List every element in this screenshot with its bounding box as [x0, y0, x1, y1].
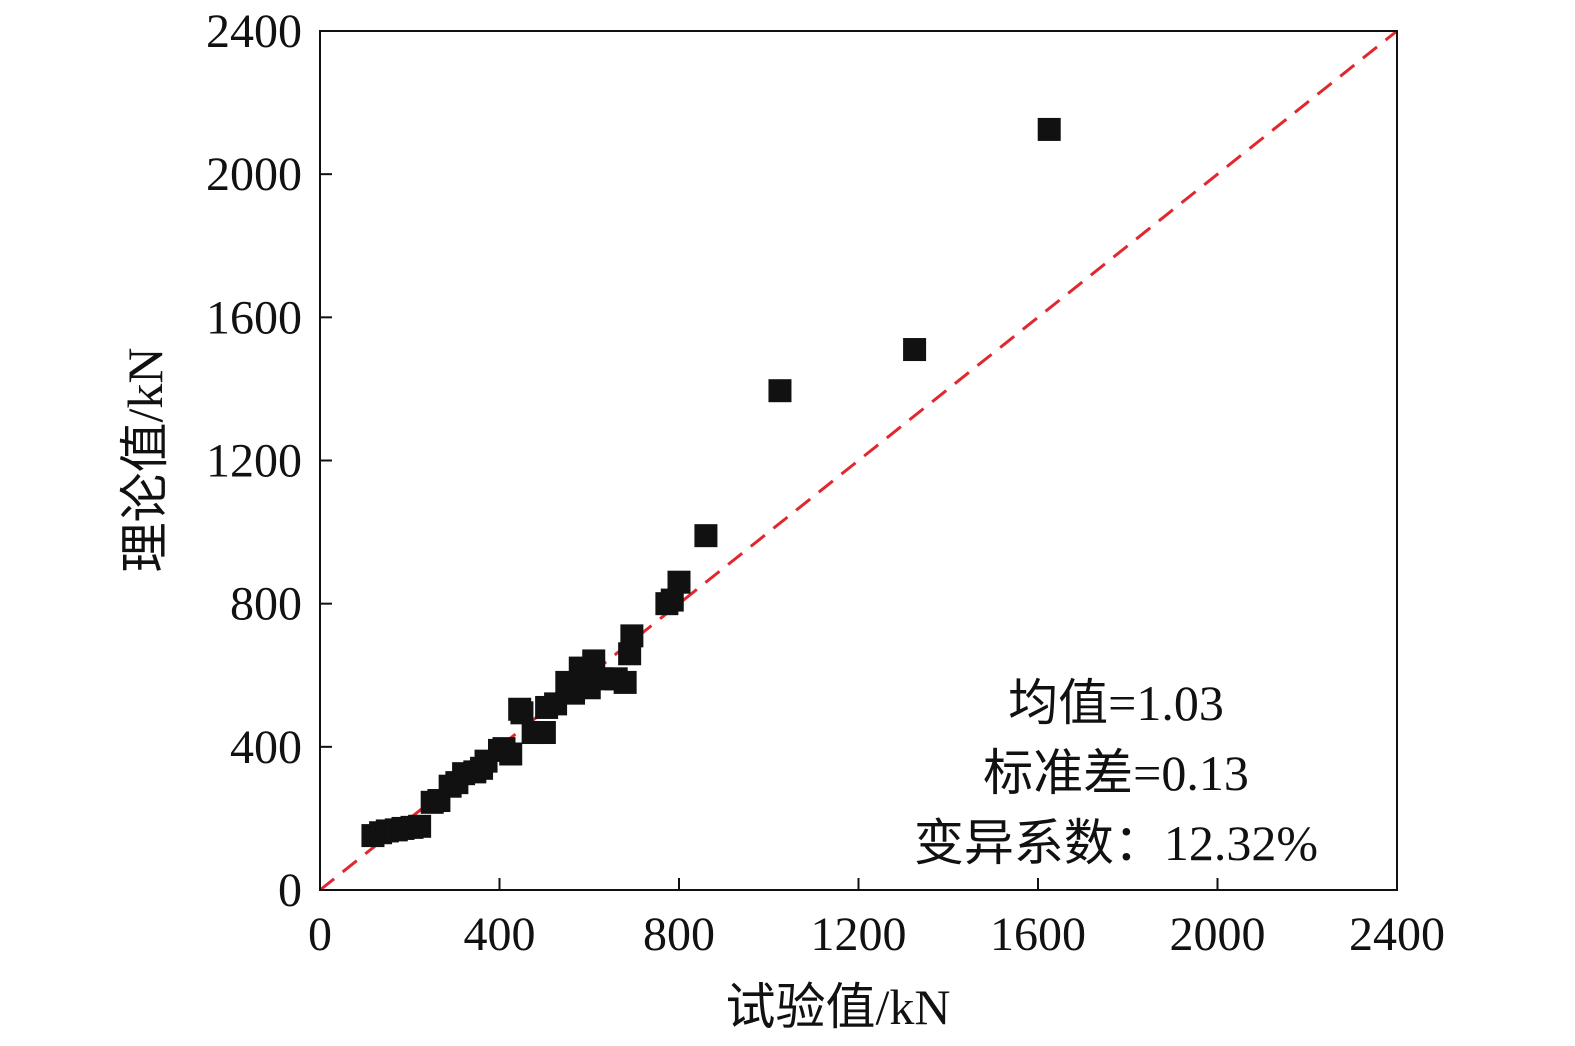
y-tick-label: 2400 — [206, 5, 302, 58]
data-point — [510, 701, 534, 725]
stat-mean: 均值=1.03 — [1008, 675, 1224, 731]
data-point — [408, 814, 432, 838]
data-point — [660, 588, 684, 612]
stat-cv: 变异系数：12.32% — [914, 815, 1318, 871]
y-axis-label: 理论值/kN — [117, 348, 173, 573]
data-point — [544, 692, 568, 716]
points-layer — [361, 117, 1061, 848]
reference-line — [319, 29, 1398, 892]
data-point — [694, 524, 718, 548]
x-tick-label: 1200 — [811, 908, 907, 961]
y-tick-label: 1600 — [206, 291, 302, 344]
data-point — [613, 670, 637, 694]
data-point — [1037, 117, 1061, 141]
data-point — [620, 624, 644, 648]
x-axis-label: 试验值/kN — [726, 979, 951, 1035]
data-point — [499, 742, 523, 766]
x-tick-label: 800 — [643, 908, 715, 961]
data-point — [768, 379, 792, 403]
x-tick-label: 2000 — [1170, 908, 1266, 961]
data-point — [532, 721, 556, 745]
ticks-layer — [320, 173, 1219, 890]
x-tick-label: 0 — [308, 908, 332, 961]
x-tick-label: 1600 — [990, 908, 1086, 961]
stat-std: 标准差=0.13 — [983, 745, 1249, 801]
y-tick-label: 2000 — [206, 148, 302, 201]
x-tick-label: 2400 — [1349, 908, 1445, 961]
tick-labels-layer: 0 400 800 1200 1600 2000 2400 0 400 800 1200 1600 20… — [206, 5, 1445, 961]
y-tick-label: 0 — [278, 864, 302, 917]
data-point — [667, 570, 691, 594]
reference-layer — [319, 29, 1398, 892]
data-point — [903, 338, 927, 362]
data-point — [582, 649, 606, 673]
data-point — [618, 642, 642, 666]
x-tick-label: 400 — [464, 908, 536, 961]
y-tick-label: 400 — [230, 721, 302, 774]
y-tick-label: 800 — [230, 578, 302, 631]
y-tick-label: 1200 — [206, 435, 302, 488]
